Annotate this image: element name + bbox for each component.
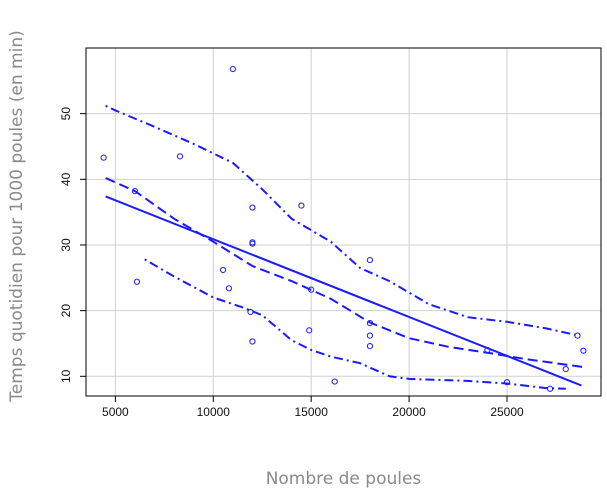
data-point xyxy=(580,347,587,354)
data-point xyxy=(247,308,254,316)
fit-curves xyxy=(105,104,584,390)
grid-lines xyxy=(86,48,601,396)
y-tick-label: 20 xyxy=(59,304,73,318)
y-tick-label: 10 xyxy=(59,369,73,383)
plot-frame xyxy=(85,47,602,397)
x-tick-label: 20000 xyxy=(392,405,426,419)
data-point xyxy=(229,65,236,73)
data-point xyxy=(503,379,511,386)
data-point xyxy=(249,338,256,345)
data-points xyxy=(100,65,587,392)
data-point xyxy=(100,154,107,161)
x-tick-label: 10000 xyxy=(197,405,231,419)
data-point xyxy=(176,153,184,160)
x-axis: 5000 10000 15000 20000 25000 xyxy=(102,396,524,419)
data-point xyxy=(306,327,313,334)
data-point xyxy=(308,286,315,293)
data-point xyxy=(331,378,338,385)
data-point xyxy=(225,285,233,292)
y-axis: 10 20 30 40 50 xyxy=(59,107,86,383)
y-tick-label: 40 xyxy=(59,172,73,186)
data-point xyxy=(562,365,569,373)
data-point xyxy=(366,342,374,350)
fit-curve-solid-1 xyxy=(105,195,582,387)
fit-curve-dotdash-3 xyxy=(105,104,576,336)
data-point xyxy=(366,320,374,327)
data-point xyxy=(574,332,581,339)
data-point xyxy=(219,266,227,274)
fit-curve-dotdash-4 xyxy=(144,258,566,390)
data-point xyxy=(133,278,141,285)
data-point xyxy=(366,256,374,264)
data-point xyxy=(131,188,139,195)
x-tick-label: 25000 xyxy=(490,405,524,419)
data-point xyxy=(249,204,256,211)
fit-curve-dashed-2 xyxy=(105,177,584,369)
y-tick-label: 30 xyxy=(59,238,73,252)
y-tick-label: 50 xyxy=(59,107,73,121)
x-tick-label: 5000 xyxy=(102,405,129,419)
data-point xyxy=(298,202,305,209)
data-point xyxy=(546,385,554,392)
x-tick-label: 15000 xyxy=(295,405,329,419)
data-point xyxy=(484,346,491,354)
y-axis-title: Temps quotidien pour 1000 poules (en min… xyxy=(7,30,27,402)
data-point xyxy=(366,332,374,339)
x-axis-title: Nombre de poules xyxy=(266,469,422,489)
data-point xyxy=(249,240,256,247)
